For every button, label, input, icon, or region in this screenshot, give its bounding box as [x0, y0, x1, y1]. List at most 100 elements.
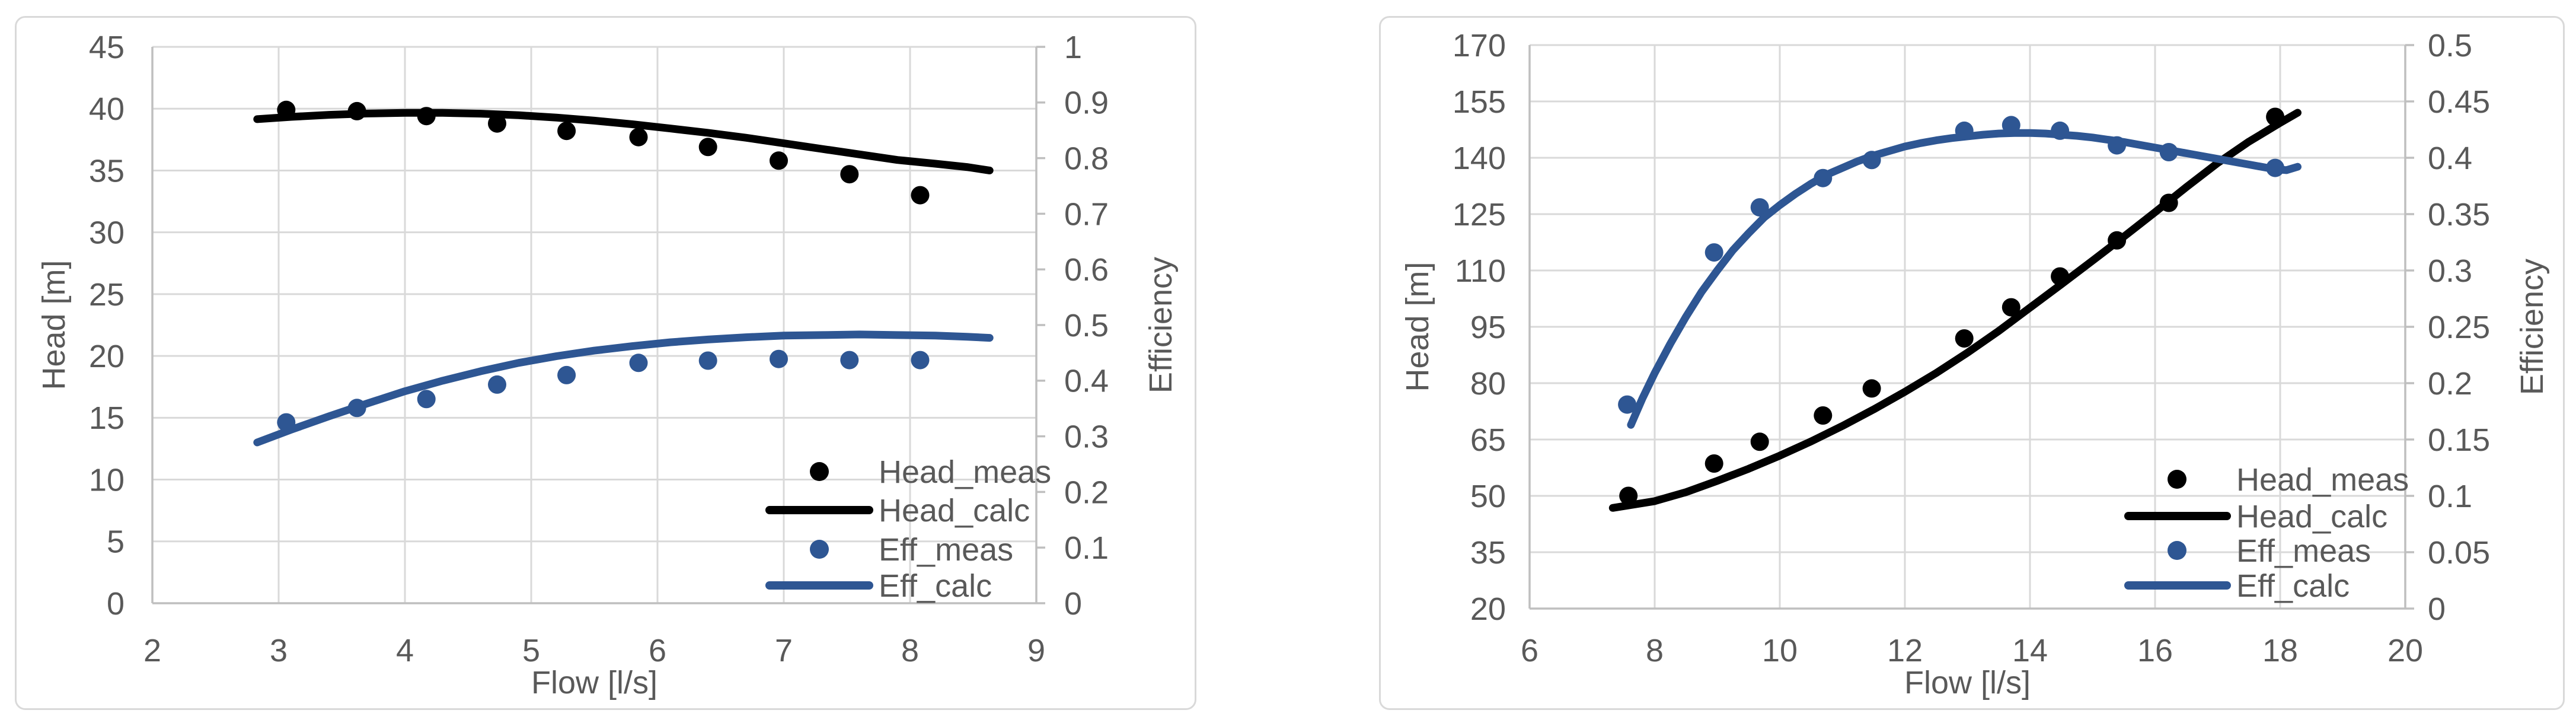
legend-head-meas-label: Head_meas [2236, 462, 2409, 498]
head-meas-point [1814, 406, 1833, 425]
y2-tick-label: 0.2 [1064, 475, 1109, 510]
legend-head-calc: Head_calc [2124, 499, 2387, 534]
head-meas-point [1750, 432, 1769, 451]
series [1608, 107, 2302, 512]
y-tick-label: 110 [1455, 253, 1506, 289]
y2-tick-label: 0.15 [2428, 422, 2490, 458]
legend-head-calc: Head_calc [765, 493, 1030, 528]
y-tick-label: 80 [1470, 366, 1506, 402]
axis-lines [1528, 44, 2414, 610]
eff-meas-point [629, 354, 648, 372]
legend-head-calc-label: Head_calc [2236, 499, 2387, 534]
head-meas-point [770, 151, 788, 170]
head-meas-point [911, 186, 930, 205]
y2-tick-label: 0.5 [2428, 28, 2472, 63]
y2-tick-label: 0.45 [2428, 84, 2490, 120]
head-meas-point [1704, 454, 1723, 473]
y-tick-label: 35 [1470, 535, 1506, 571]
y2-tick-label: 0.1 [2428, 479, 2472, 514]
legend-head-meas: Head_meas [2168, 462, 2409, 498]
y2-tick-label: 0.4 [1064, 364, 1109, 399]
x-tick-label: 18 [2262, 633, 2298, 668]
legend-eff-calc-label: Eff_calc [879, 568, 992, 604]
legend-eff-meas: Eff_meas [2168, 533, 2371, 569]
eff-meas-point [770, 349, 788, 368]
eff-meas-point [1704, 243, 1723, 262]
x-axis-title: Flow [l/s] [531, 665, 657, 700]
y2-tick-label: 0.35 [2428, 197, 2490, 233]
y-tick-label: 95 [1470, 310, 1506, 345]
legend-head-meas-label: Head_meas [879, 454, 1051, 490]
pump-chart-left: 2 3 4 5 6 7 8 905101520253035404500.10.20.30.40… [15, 16, 1196, 710]
x-axis-title: Flow [l/s] [1904, 665, 2031, 700]
x-tick-label: 7 [775, 633, 793, 668]
eff-meas-point [488, 375, 506, 394]
y-tick-label: 10 [89, 462, 125, 498]
legend-head-meas-marker-icon [810, 462, 829, 481]
y-tick-label: 140 [1453, 141, 1506, 176]
y2-tick-label: 0.9 [1064, 85, 1109, 121]
legend-eff-calc: Eff_calc [765, 568, 992, 604]
head-meas-point [488, 114, 506, 133]
x-tick-label: 8 [901, 633, 919, 668]
x-tick-label: 20 [2387, 633, 2423, 668]
legend-head-calc-label: Head_calc [879, 493, 1030, 528]
axis-labels: 6 8 10 12 14 16 18 20 20 35 50 65 80 95 110 125 140 155 17… [1400, 28, 2550, 700]
x-tick-label: 9 [1027, 633, 1045, 668]
y-tick-label: 5 [107, 524, 125, 560]
y-tick-label: 50 [1470, 479, 1506, 514]
eff-calc-line [253, 330, 994, 447]
legend-eff-meas-label: Eff_meas [879, 532, 1013, 568]
legend-eff-meas-marker-icon [2168, 541, 2186, 560]
y-tick-label: 35 [89, 153, 125, 189]
y-tick-label: 30 [89, 215, 125, 251]
head-calc-line [253, 109, 994, 174]
primary-y-axis-title: Head [m] [1400, 262, 1435, 391]
y2-tick-label: 0.7 [1064, 196, 1109, 232]
x-tick-label: 12 [1887, 633, 1923, 668]
y-tick-label: 40 [89, 91, 125, 127]
y-tick-label: 20 [89, 339, 125, 374]
y2-tick-label: 1 [1064, 30, 1082, 65]
eff-meas-point [417, 390, 436, 409]
series [253, 100, 994, 447]
y2-tick-label: 0.5 [1064, 308, 1109, 343]
head-meas-point [629, 128, 648, 147]
y2-tick-label: 0.05 [2428, 535, 2490, 571]
head-meas-point [1862, 379, 1881, 398]
head-meas-point [840, 165, 859, 184]
x-tick-label: 6 [1521, 633, 1538, 668]
eff-meas-point [698, 351, 717, 370]
legend-head-meas: Head_meas [810, 454, 1051, 490]
y-tick-label: 25 [89, 277, 125, 313]
secondary-y-axis-title: Efficiency [2514, 259, 2550, 395]
axis-labels: 2 3 4 5 6 7 8 905101520253035404500.10.20.30.40… [36, 30, 1179, 700]
y2-tick-label: 0.4 [2428, 141, 2472, 176]
y-tick-label: 45 [89, 30, 125, 65]
chart-area-border [15, 16, 1196, 710]
pump-chart-right: 6 8 10 12 14 16 18 20 20 35 50 65 80 95 110 125 140 155 17… [1379, 16, 2565, 710]
y-tick-label: 20 [1470, 591, 1506, 627]
head-meas-point [557, 122, 576, 141]
legend-eff-calc: Eff_calc [2124, 568, 2350, 604]
y2-tick-label: 0.1 [1064, 530, 1109, 566]
y-tick-label: 170 [1453, 28, 1506, 63]
head-meas-point [698, 138, 717, 157]
legend-eff-meas-marker-icon [810, 540, 829, 559]
x-tick-label: 3 [270, 633, 288, 668]
legend-eff-calc-label: Eff_calc [2236, 568, 2350, 604]
y-tick-label: 155 [1453, 84, 1506, 120]
y2-tick-label: 0.3 [1064, 419, 1109, 455]
y-tick-label: 0 [107, 586, 125, 622]
eff-calc-line [1627, 129, 2302, 429]
axis-lines [151, 46, 1045, 604]
x-tick-label: 16 [2137, 633, 2173, 668]
chart-area-border [1379, 16, 2565, 710]
y2-tick-label: 0 [1064, 586, 1082, 622]
x-tick-label: 8 [1646, 633, 1664, 668]
x-tick-label: 4 [396, 633, 414, 668]
x-tick-label: 14 [2012, 633, 2048, 668]
eff-meas-point [557, 365, 576, 384]
